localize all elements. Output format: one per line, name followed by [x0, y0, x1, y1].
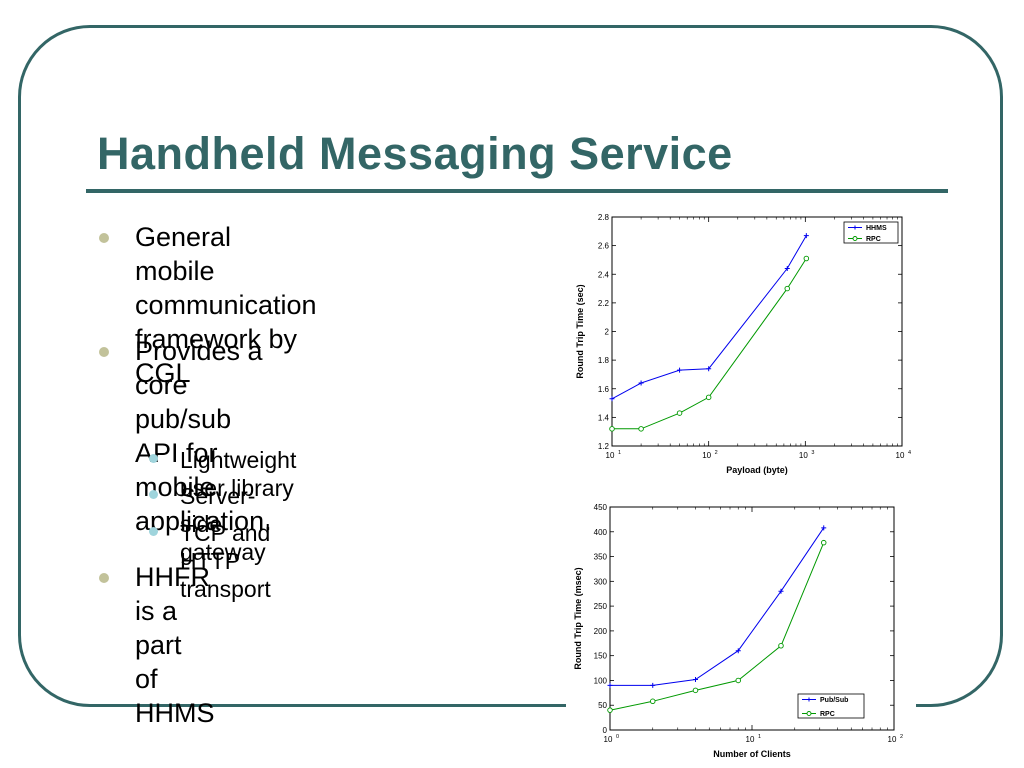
y-tick-label: 200	[594, 627, 608, 636]
y-tick-label: 400	[594, 528, 608, 537]
x-tick-exponent: 2	[900, 734, 903, 740]
data-point	[692, 676, 698, 682]
x-tick-exponent: 2	[715, 450, 718, 456]
subbullet-item: Lightweight user library	[180, 447, 297, 501]
data-point	[784, 266, 790, 272]
data-point	[778, 643, 784, 649]
bullet-item: Provides a core pub/sub API for mobile a…	[135, 334, 272, 538]
y-tick-label: 1.6	[598, 385, 610, 394]
y-tick-label: 250	[594, 602, 608, 611]
x-tick-label: 10	[604, 735, 613, 744]
x-tick-exponent: 1	[758, 734, 761, 740]
data-point	[784, 285, 790, 292]
x-tick-label: 10	[746, 735, 755, 744]
data-point	[609, 426, 615, 432]
legend-label: RPC	[820, 711, 835, 718]
data-point	[735, 648, 741, 654]
y-tick-label: 50	[598, 701, 607, 710]
data-point	[821, 525, 827, 531]
data-point	[735, 677, 741, 684]
y-tick-label: 1.8	[598, 356, 610, 365]
data-point	[677, 367, 683, 373]
legend-marker	[852, 236, 858, 241]
bullet-line: HHFR is a part	[135, 562, 210, 660]
y-tick-label: 2	[605, 328, 610, 337]
data-point	[650, 682, 656, 688]
data-point	[778, 588, 784, 594]
data-point	[649, 698, 656, 705]
y-tick-label: 2.2	[598, 299, 610, 308]
slide-title: Handheld Messaging Service	[97, 128, 733, 179]
x-tick-label: 10	[702, 451, 711, 460]
x-tick-exponent: 0	[616, 734, 619, 740]
y-tick-label: 0	[603, 726, 608, 735]
x-tick-exponent: 3	[811, 450, 814, 456]
bullet-line: API for mobile	[135, 438, 218, 502]
bullet-line: communication	[135, 290, 317, 320]
title-rule	[86, 189, 948, 193]
data-point	[706, 366, 712, 372]
bullet-dot	[99, 347, 109, 357]
bullet-line: framework by CGL	[135, 324, 298, 388]
y-tick-label: 1.2	[598, 442, 610, 451]
payload-chart: 1.21.41.61.822.22.42.62.810 1 10 2 10 3 10 4Pay…	[566, 205, 916, 480]
y-axis-label: Round Trip Time (sec)	[575, 284, 585, 378]
y-tick-label: 350	[594, 553, 608, 562]
y-tick-label: 300	[594, 577, 608, 586]
series-line	[609, 542, 825, 711]
y-axis-label: Round Trip Time (msec)	[573, 567, 583, 669]
series-line	[611, 235, 807, 400]
y-tick-label: 150	[594, 652, 608, 661]
y-tick-label: 2.8	[598, 213, 610, 222]
legend-marker	[806, 711, 812, 716]
x-tick-label: 10	[799, 451, 808, 460]
legend-label: Pub/Sub	[820, 697, 848, 704]
data-point	[692, 687, 699, 694]
x-tick-exponent: 1	[618, 450, 621, 456]
slide-frame	[18, 25, 1003, 707]
y-tick-label: 100	[594, 676, 608, 685]
x-axis-label: Payload (byte)	[726, 465, 788, 475]
bullet-dot	[99, 573, 109, 583]
bullet-line: General mobile	[135, 222, 232, 286]
data-point	[676, 410, 683, 416]
data-point	[705, 394, 712, 401]
subbullet-item: Server-side gateway	[180, 483, 266, 565]
y-tick-label: 450	[594, 503, 608, 512]
legend-marker	[853, 225, 857, 230]
data-point	[638, 380, 644, 386]
legend-label: RPC	[866, 236, 881, 243]
bullet-dot	[99, 233, 109, 243]
y-tick-label: 2.6	[598, 242, 610, 251]
data-point	[638, 426, 644, 432]
data-point	[803, 255, 810, 262]
subbullet-dot	[149, 490, 158, 499]
legend-label: HHMS	[866, 225, 887, 232]
plot-area	[611, 216, 903, 447]
bullet-line: Provides a core pub/sub	[135, 336, 263, 434]
data-point	[803, 233, 809, 239]
series-line	[610, 527, 825, 686]
subbullet-item: TCP and HTTP transport	[180, 520, 271, 602]
x-tick-label: 10	[606, 451, 615, 460]
y-tick-label: 1.4	[598, 413, 610, 422]
data-point	[820, 539, 827, 546]
x-tick-label: 10	[888, 735, 897, 744]
data-point	[607, 707, 613, 713]
x-tick-label: 10	[896, 451, 905, 460]
x-axis-label: Number of Clients	[713, 749, 791, 759]
bullet-item: HHFR is a part of HHMS	[135, 560, 215, 730]
bullet-item: General mobile communication framework b…	[135, 220, 317, 390]
bullet-line: of HHMS	[135, 664, 215, 728]
y-tick-label: 2.4	[598, 270, 610, 279]
data-point	[609, 396, 615, 402]
data-point	[607, 682, 613, 688]
subbullet-dot	[149, 527, 158, 536]
subbullet-dot	[149, 454, 158, 463]
legend-marker	[807, 697, 811, 702]
x-tick-exponent: 4	[908, 450, 911, 456]
series-line	[612, 258, 807, 430]
plot-area	[609, 506, 895, 731]
